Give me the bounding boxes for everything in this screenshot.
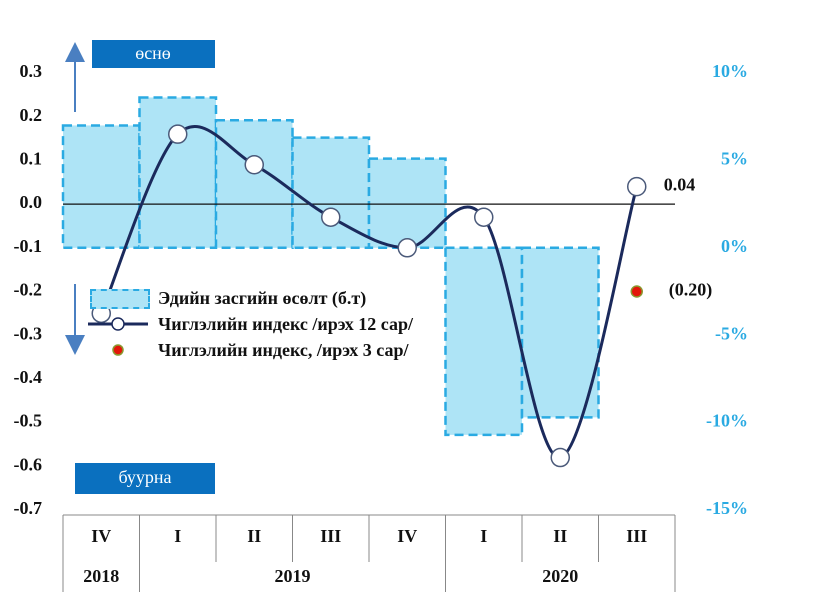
point <box>397 238 417 258</box>
legend-item: Чиглэлийн индекс, /ирэх 3 сар/ <box>88 338 450 362</box>
y-tick-label: 0.3 <box>20 61 43 81</box>
bar <box>444 246 524 437</box>
point <box>244 155 264 175</box>
y-tick-label: -0.5 <box>14 411 43 431</box>
y-tick-label: 0.2 <box>20 105 43 125</box>
x-tick-label: III <box>320 526 341 546</box>
x-tick-label: I <box>174 526 181 546</box>
legend: Эдийн засгийн өсөлт (б.т) Чиглэлийн инде… <box>88 286 450 364</box>
y-tick-label: -0.1 <box>14 236 43 256</box>
point <box>630 285 643 298</box>
point <box>550 447 570 468</box>
legend-label: Эдийн засгийн өсөлт (б.т) <box>158 288 367 308</box>
y-tick-label: -0.4 <box>14 367 43 387</box>
x-tick-label: IV <box>91 526 111 546</box>
y-tick-label: 0.0 <box>20 192 43 212</box>
bar <box>520 246 600 419</box>
y2-tick-label: 0% <box>721 236 748 256</box>
legend-label: Чиглэлийн индекс, /ирэх 3 сар/ <box>158 340 409 360</box>
up-label: өснө <box>135 43 171 63</box>
y-tick-label: -0.2 <box>14 280 43 300</box>
y2-tick-label: 5% <box>721 149 748 169</box>
point <box>321 207 341 227</box>
bar <box>367 157 447 250</box>
x-tick-label: IV <box>397 526 417 546</box>
x-tick-label: I <box>480 526 487 546</box>
legend-item: Эдийн засгийн өсөлт (б.т) <box>88 286 450 310</box>
x-tick-label: II <box>247 526 261 546</box>
point <box>474 207 494 227</box>
y2-tick-label: 10% <box>712 61 748 81</box>
legend-key <box>88 317 148 331</box>
y-tick-label: -0.7 <box>14 498 43 518</box>
data-label: (0.20) <box>669 280 713 301</box>
data-label: 0.04 <box>664 175 696 195</box>
y2-tick-label: -5% <box>715 323 748 343</box>
x-tick-label: III <box>626 526 647 546</box>
down-box <box>75 463 215 494</box>
y2-tick-label: -15% <box>706 498 748 518</box>
legend-key <box>112 344 124 356</box>
bar <box>214 118 294 250</box>
up-box <box>92 40 215 68</box>
group-label: 2020 <box>542 566 578 586</box>
y2-tick-label: -10% <box>706 411 748 431</box>
x-tick-label: II <box>553 526 567 546</box>
legend-item: Чиглэлийн индекс /ирэх 12 сар/ <box>88 312 450 336</box>
point <box>168 124 188 144</box>
group-label: 2019 <box>275 566 311 586</box>
bar <box>291 136 371 250</box>
legend-key <box>90 289 150 309</box>
y-tick-label: 0.1 <box>20 149 43 169</box>
bar <box>138 96 218 250</box>
bar <box>61 124 141 250</box>
point <box>627 176 647 197</box>
y-tick-label: -0.6 <box>14 454 43 474</box>
down-label: буурна <box>118 467 171 487</box>
legend-label: Чиглэлийн индекс /ирэх 12 сар/ <box>158 314 414 334</box>
y-tick-label: -0.3 <box>14 323 43 343</box>
group-label: 2018 <box>83 566 119 586</box>
